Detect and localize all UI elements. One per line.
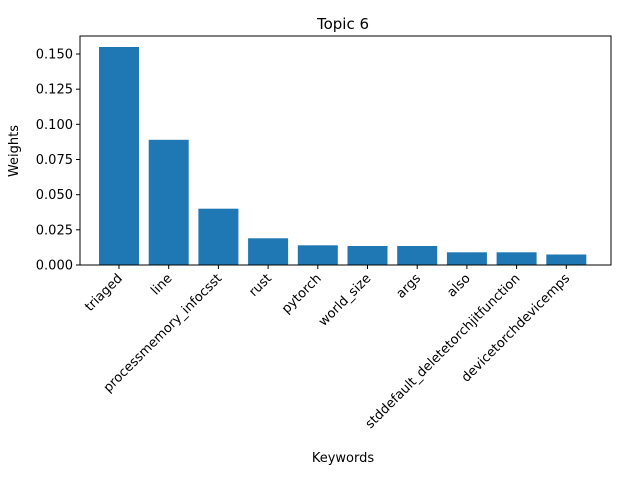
y-tick-label: 0.150 — [36, 48, 73, 63]
y-tick-label: 0.100 — [36, 118, 73, 133]
y-axis-label: Weights — [7, 125, 22, 177]
bar-triaged — [99, 47, 139, 265]
bar-stddefault_deletetorchjitfunction — [496, 252, 537, 265]
plot-frame — [79, 35, 612, 266]
x-axis-label: Keywords — [312, 451, 375, 466]
y-tick-label: 0.050 — [36, 188, 73, 203]
y-tick-label: 0.125 — [36, 83, 73, 98]
bar-devicetorchdevicemps — [546, 254, 587, 265]
bar-rust — [248, 238, 289, 265]
y-tick-label: 0.075 — [36, 153, 73, 168]
bars-group — [99, 47, 587, 265]
bar-pytorch — [297, 245, 338, 265]
bar-processmemory_infocsst — [198, 208, 239, 265]
y-tick-label: 0.000 — [36, 259, 73, 274]
bar-args — [397, 246, 438, 265]
bar-line — [148, 139, 189, 265]
y-axis: 0.000 0.025 0.050 0.075 0.100 0.125 0.150 — [36, 48, 80, 274]
chart-title: Topic 6 — [316, 15, 369, 33]
y-tick-label: 0.025 — [36, 223, 73, 238]
bar-world_size — [347, 246, 388, 265]
bar-also — [446, 252, 487, 265]
